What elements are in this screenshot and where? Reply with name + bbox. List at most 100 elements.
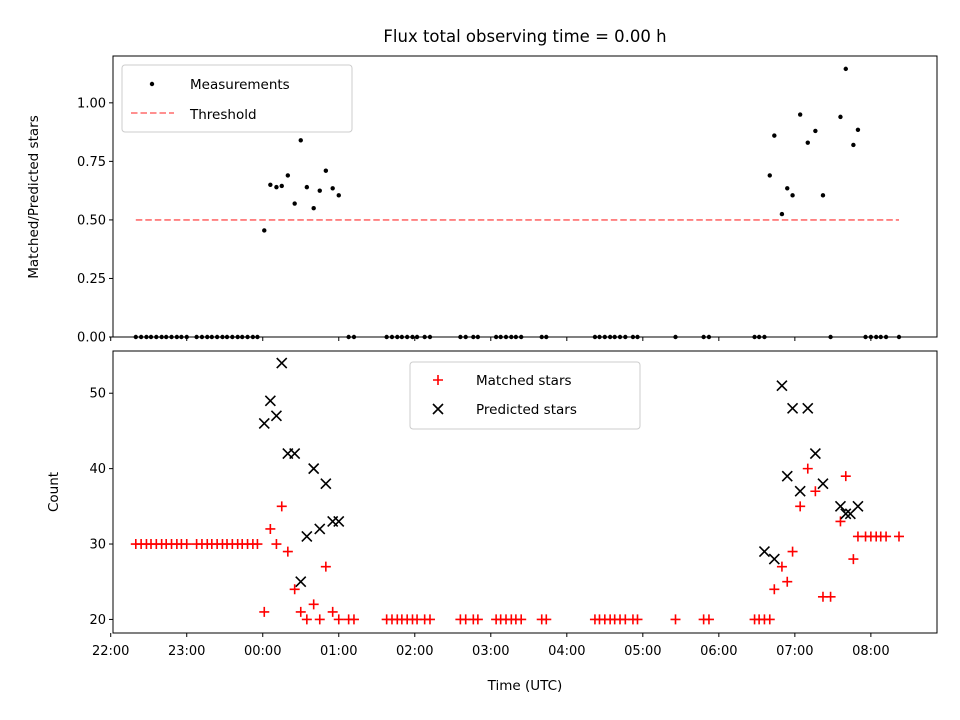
matched-star-point bbox=[289, 584, 300, 595]
measurement-point bbox=[838, 114, 843, 120]
matched-star-point bbox=[764, 614, 775, 625]
matched-star-point bbox=[776, 561, 787, 572]
predicted-star-point bbox=[320, 478, 332, 490]
matched-star-point bbox=[252, 539, 263, 550]
matched-star-point bbox=[308, 599, 319, 610]
matched-star-point bbox=[271, 539, 282, 550]
matched-star-point bbox=[893, 531, 904, 542]
top-plot: 0.00 0.25 0.50 0.75 1.00 Matched/Predicted s… bbox=[26, 55, 938, 346]
bottom-x-ticks: 22:00 23:00 00:00 01:00 02:00 03:00 04:00 05:00… bbox=[92, 633, 890, 659]
measurement-point bbox=[292, 201, 297, 206]
measurement-point bbox=[298, 138, 303, 143]
measurement-point bbox=[805, 140, 810, 145]
measurement-point bbox=[785, 186, 790, 191]
legend-threshold-label: Threshold bbox=[189, 107, 257, 123]
matched-star-point bbox=[825, 591, 836, 602]
matched-star-point bbox=[516, 614, 527, 625]
matched-star-point bbox=[541, 614, 552, 625]
predicted-star-point bbox=[301, 530, 313, 543]
top-y-tick-label: 0.00 bbox=[77, 331, 106, 346]
matched-star-point bbox=[472, 614, 483, 625]
chart-title: Flux total observing time = 0.00 h bbox=[383, 27, 666, 46]
matched-star-point bbox=[703, 614, 714, 625]
measurement-point bbox=[767, 173, 772, 178]
matched-star-point bbox=[848, 554, 859, 565]
predicted-star-point bbox=[781, 470, 793, 482]
x-tick-label: 01:00 bbox=[320, 644, 357, 659]
measurement-point bbox=[851, 142, 856, 148]
bottom-legend-box bbox=[409, 361, 641, 430]
top-legend-box bbox=[121, 64, 353, 133]
matched-star-point bbox=[314, 614, 325, 625]
measurement-point bbox=[779, 211, 785, 217]
matched-star-point bbox=[301, 614, 312, 625]
measurement-point bbox=[285, 173, 291, 178]
measurement-point bbox=[843, 66, 848, 72]
matched-star-point bbox=[259, 606, 270, 617]
x-tick-label: 03:00 bbox=[472, 644, 509, 659]
predicted-star-point bbox=[809, 447, 821, 460]
legend-measurements-label: Measurements bbox=[190, 77, 290, 93]
x-tick-label: 04:00 bbox=[548, 644, 585, 659]
matched-star-point bbox=[802, 463, 813, 474]
top-y-axis-label: Matched/Predicted stars bbox=[26, 115, 42, 278]
legend-measurements-marker bbox=[149, 81, 155, 87]
matched-star-point bbox=[327, 606, 338, 617]
matched-star-point bbox=[881, 531, 892, 542]
matched-star-point bbox=[282, 546, 293, 557]
matched-star-point bbox=[265, 523, 276, 534]
legend-predicted-marker bbox=[432, 403, 444, 415]
bottom-legend: Matched stars Predicted stars bbox=[409, 361, 641, 430]
predicted-star-point bbox=[276, 357, 288, 369]
predicted-star-point bbox=[834, 500, 847, 512]
measurement-point bbox=[813, 128, 818, 134]
measurement-point bbox=[279, 183, 284, 189]
predicted-star-point bbox=[840, 508, 852, 520]
top-x-ticks bbox=[110, 337, 872, 341]
measurement-point bbox=[820, 193, 826, 198]
measurement-point bbox=[317, 188, 322, 193]
predicted-star-point bbox=[258, 417, 270, 429]
predicted-star-point bbox=[295, 576, 307, 588]
x-tick-label: 00:00 bbox=[244, 644, 281, 659]
measurement-point bbox=[323, 168, 329, 173]
bottom-y-tick-label: 50 bbox=[89, 387, 106, 402]
x-tick-label: 08:00 bbox=[852, 644, 889, 659]
top-y-tick-label: 1.00 bbox=[77, 96, 106, 111]
measurement-point bbox=[797, 112, 803, 117]
predicted-star-point bbox=[794, 485, 806, 497]
matched-star-point bbox=[295, 606, 306, 617]
bottom-y-axis-label: Count bbox=[46, 472, 62, 512]
measurement-point bbox=[772, 133, 777, 138]
top-y-tick-label: 0.75 bbox=[77, 155, 106, 170]
measurement-point bbox=[268, 182, 273, 187]
bottom-y-tick-label: 30 bbox=[89, 538, 106, 553]
x-tick-label: 06:00 bbox=[700, 644, 737, 659]
predicted-star-point bbox=[817, 478, 829, 490]
predicted-star-point bbox=[264, 395, 276, 407]
top-y-ticks: 0.00 0.25 0.50 0.75 1.00 bbox=[77, 96, 113, 346]
matched-star-point bbox=[795, 501, 806, 512]
predicted-star-point bbox=[314, 523, 326, 535]
bottom-plot: 20 30 40 50 22:00 23:00 00:00 01:00 02:00 03:00 0… bbox=[46, 350, 938, 694]
predicted-star-point bbox=[852, 500, 864, 512]
legend-matched-marker bbox=[433, 375, 443, 385]
matched-star-point bbox=[181, 539, 192, 550]
bottom-axes-frame bbox=[112, 350, 938, 634]
matched-star-point bbox=[276, 501, 287, 512]
measurement-point bbox=[336, 193, 341, 198]
predicted-star-point bbox=[802, 402, 814, 414]
measurement-point bbox=[790, 193, 795, 198]
measurement-point bbox=[855, 127, 861, 132]
predicted-star-point bbox=[289, 447, 301, 460]
x-tick-label: 07:00 bbox=[776, 644, 813, 659]
predicted-star-point bbox=[308, 463, 320, 475]
matched-star-point bbox=[840, 471, 851, 482]
matched-star-point bbox=[810, 486, 821, 497]
x-tick-label: 02:00 bbox=[396, 644, 433, 659]
predicted-star-point bbox=[787, 402, 799, 414]
matched-star-point bbox=[424, 614, 435, 625]
matched-star-point bbox=[348, 614, 359, 625]
matched-star-point bbox=[333, 614, 344, 625]
predicted-stars-points bbox=[258, 357, 864, 588]
